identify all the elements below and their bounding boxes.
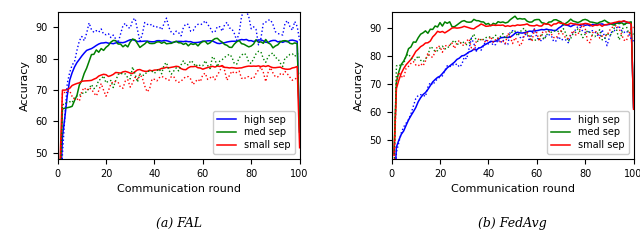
med sep xyxy=(511,15,519,18)
high sep xyxy=(618,20,625,23)
high sep xyxy=(180,40,188,43)
small sep xyxy=(112,71,120,74)
med sep xyxy=(516,17,524,20)
small sep xyxy=(630,108,637,111)
high sep xyxy=(513,31,521,34)
Title: (a) FAL: (a) FAL xyxy=(156,217,202,230)
Line: small sep: small sep xyxy=(394,21,634,155)
Y-axis label: Accuracy: Accuracy xyxy=(20,60,30,111)
med sep xyxy=(199,40,207,43)
small sep xyxy=(218,64,226,67)
small sep xyxy=(102,73,110,76)
med sep xyxy=(536,18,543,21)
med sep xyxy=(279,40,287,42)
med sep xyxy=(390,152,398,155)
med sep xyxy=(56,175,64,178)
small sep xyxy=(279,67,287,70)
small sep xyxy=(180,68,188,71)
Y-axis label: Accuracy: Accuracy xyxy=(354,60,364,111)
med sep xyxy=(112,39,120,42)
small sep xyxy=(56,162,64,165)
high sep xyxy=(286,39,294,42)
high sep xyxy=(199,40,207,43)
high sep xyxy=(243,38,250,41)
small sep xyxy=(618,20,625,23)
small sep xyxy=(296,146,303,149)
high sep xyxy=(630,107,637,110)
high sep xyxy=(112,41,120,44)
Line: small sep: small sep xyxy=(60,66,300,164)
med sep xyxy=(620,23,628,26)
med sep xyxy=(214,37,221,40)
med sep xyxy=(286,42,294,45)
Line: high sep: high sep xyxy=(60,40,300,200)
high sep xyxy=(436,75,444,78)
high sep xyxy=(102,41,110,44)
med sep xyxy=(613,21,621,24)
high sep xyxy=(56,199,64,202)
small sep xyxy=(513,23,521,26)
Legend: high sep, med sep, small sep: high sep, med sep, small sep xyxy=(213,111,295,154)
Line: med sep: med sep xyxy=(394,16,634,154)
high sep xyxy=(446,65,454,67)
med sep xyxy=(630,106,637,109)
small sep xyxy=(286,68,294,70)
high sep xyxy=(390,193,398,196)
Line: high sep: high sep xyxy=(394,21,634,194)
med sep xyxy=(180,43,188,46)
med sep xyxy=(436,21,444,24)
med sep xyxy=(296,131,303,134)
med sep xyxy=(446,20,454,23)
small sep xyxy=(199,68,207,71)
med sep xyxy=(102,46,110,49)
small sep xyxy=(436,31,444,34)
Title: (b) FedAvg: (b) FedAvg xyxy=(478,217,547,230)
Line: med sep: med sep xyxy=(60,38,300,176)
small sep xyxy=(533,24,541,26)
X-axis label: Communication round: Communication round xyxy=(116,184,241,194)
high sep xyxy=(296,130,303,133)
X-axis label: Communication round: Communication round xyxy=(451,184,575,194)
high sep xyxy=(611,22,618,25)
small sep xyxy=(620,19,628,22)
high sep xyxy=(279,41,287,44)
small sep xyxy=(611,21,618,24)
high sep xyxy=(620,20,628,23)
small sep xyxy=(446,28,454,31)
Legend: high sep, med sep, small sep: high sep, med sep, small sep xyxy=(547,111,628,154)
high sep xyxy=(533,29,541,32)
small sep xyxy=(390,154,398,157)
